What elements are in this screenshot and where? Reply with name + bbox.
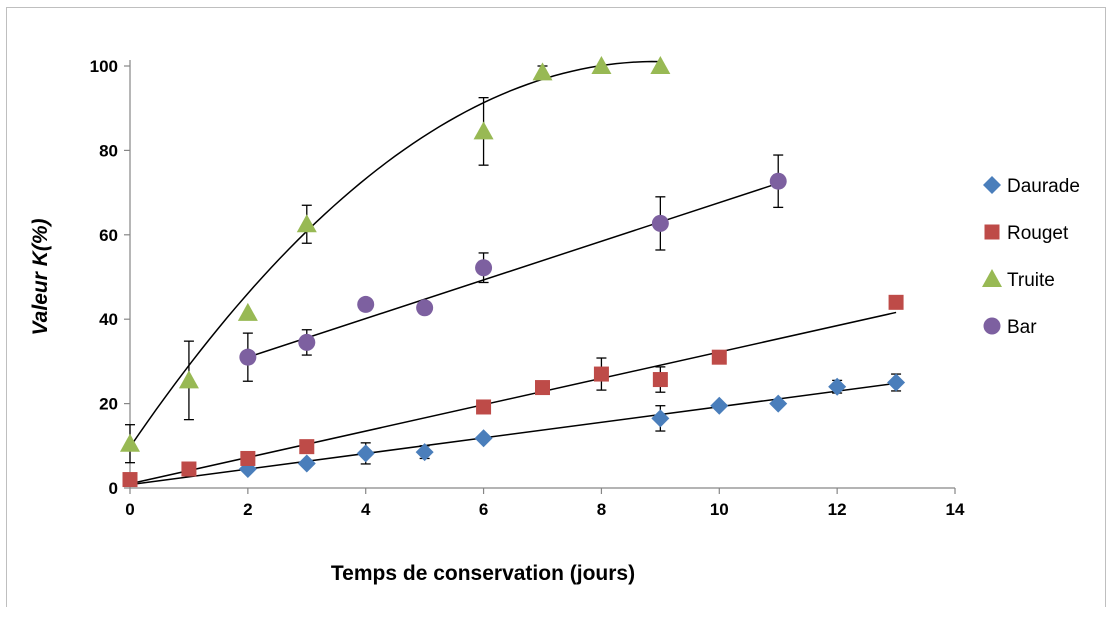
legend-marker-bar [983,317,1001,335]
point-daurade [710,396,729,415]
legend-marker-daurade [983,176,1001,194]
x-tick-label: 0 [125,500,134,519]
x-tick-label: 14 [946,500,965,519]
point-truite [296,214,317,233]
point-daurade [356,444,375,463]
y-tick-label: 60 [99,226,118,245]
point-daurade [887,373,906,392]
legend-item-bar: Bar [983,317,1037,338]
point-truite [178,370,199,389]
legend-label-rouget: Rouget [1007,223,1069,244]
point-truite [473,121,494,140]
y-tick-label: 40 [99,310,118,329]
point-bar [475,259,493,277]
legend-label-daurade: Daurade [1007,176,1080,197]
point-bar [416,299,434,317]
x-tick-label: 2 [243,500,252,519]
chart-frame: 0 2 4 6 8 10 12 14 0 20 40 60 80 100 Temps de conserv… [6,7,1106,607]
x-tick-label: 12 [828,500,847,519]
x-tick-label: 6 [479,500,488,519]
point-rouget [181,461,197,477]
chart-svg: 0 2 4 6 8 10 12 14 0 20 40 60 80 100 Temps de conserv… [29,56,1080,585]
point-truite [650,56,671,74]
point-rouget [535,380,550,396]
x-tick-label: 8 [597,500,606,519]
y-tick-label: 100 [90,57,118,76]
point-truite [591,56,612,74]
x-tick-label: 4 [361,500,371,519]
point-rouget [122,472,138,488]
legend-label-bar: Bar [1007,317,1037,338]
point-rouget [593,366,609,382]
trendline-daurade [129,382,897,486]
point-daurade [769,394,788,413]
y-tick-label: 0 [109,479,118,498]
legend-item-daurade: Daurade [983,176,1080,197]
point-bar [298,333,316,351]
y-tick-label: 80 [99,141,118,160]
point-bar [651,214,669,232]
point-rouget [888,294,904,310]
point-daurade [297,454,316,473]
legend: Daurade Rouget Truite Bar [982,176,1080,338]
point-rouget [240,450,256,466]
point-daurade [474,429,493,448]
x-axis-title: Temps de conservation (jours) [331,562,635,585]
legend-item-rouget: Rouget [984,223,1069,244]
plot-area: 0 2 4 6 8 10 12 14 0 20 40 60 80 100 [90,56,965,519]
point-bar [239,348,257,366]
point-bar [769,172,787,190]
point-truite [120,433,140,452]
point-rouget [711,349,727,365]
y-axis-title: Valeur K(%) [29,218,52,335]
trendline-truite [129,60,661,448]
y-tick-label: 20 [99,395,118,414]
legend-label-truite: Truite [1007,270,1055,291]
point-bar [357,295,375,313]
legend-marker-rouget [984,224,1000,240]
point-truite [532,62,553,81]
point-rouget [652,372,668,388]
point-daurade [415,443,434,462]
point-rouget [299,439,315,455]
point-daurade [651,409,670,428]
point-rouget [476,399,492,415]
legend-item-truite: Truite [982,269,1055,291]
legend-marker-truite [982,269,1002,287]
trendline-rouget [129,311,897,485]
point-daurade [828,377,847,396]
point-truite [237,302,258,321]
x-tick-label: 10 [710,500,729,519]
trendline-bar [247,182,779,358]
